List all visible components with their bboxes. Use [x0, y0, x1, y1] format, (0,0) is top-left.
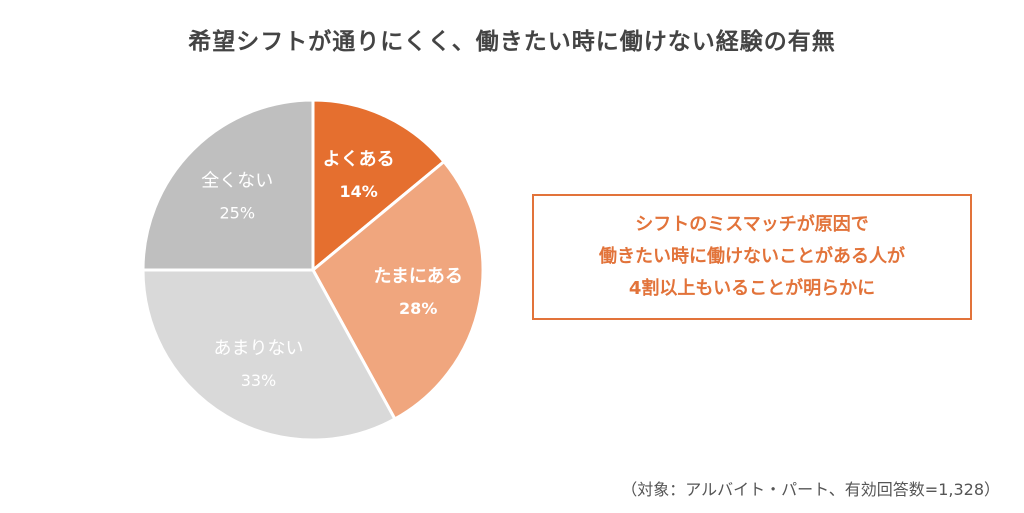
slice-value-3: 25% — [219, 203, 255, 222]
pie-slice-2 — [141, 268, 397, 442]
pie-slice-0 — [311, 98, 447, 274]
chart-title: 希望シフトが通りにくく、働きたい時に働けない経験の有無 — [188, 29, 836, 55]
slice-value-0: 14% — [339, 182, 377, 201]
callout-line-1: シフトのミスマッチが原因で — [635, 214, 869, 235]
callout-line-2: 働きたい時に働けないことがある人が — [599, 246, 905, 267]
slice-label-0: よくある — [323, 149, 395, 170]
slice-label-2: あまりない — [213, 338, 303, 359]
survey-footnote: （対象：アルバイト・パート、有効回答数=1,328） — [621, 480, 1000, 499]
slice-label-3: 全くない — [201, 170, 273, 191]
summary-callout-box: シフトのミスマッチが原因で 働きたい時に働けないことがある人が 4割以上もいるこ… — [532, 194, 972, 320]
pie-slice-1 — [311, 159, 485, 422]
pie-slice-3 — [141, 98, 315, 272]
callout-line-3: 4割以上もいることが明らかに — [628, 278, 876, 299]
slice-value-2: 33% — [241, 371, 277, 390]
slice-value-1: 28% — [399, 299, 437, 318]
slice-label-1: たまにある — [373, 266, 462, 287]
